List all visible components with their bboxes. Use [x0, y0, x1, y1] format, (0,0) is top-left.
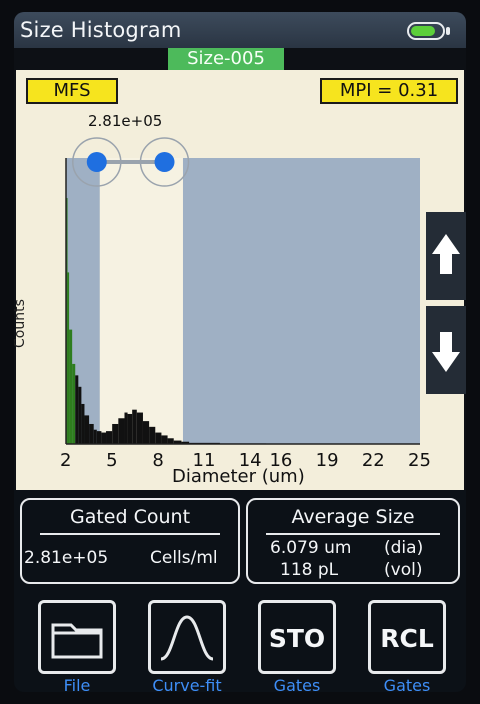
mpi-box[interactable]: MPI = 0.31 — [320, 78, 458, 104]
gate-left-ring — [72, 137, 122, 187]
histogram-bar — [106, 431, 113, 444]
curve-fit-caption: Curve-fit — [152, 676, 222, 692]
device-screen: Size Histogram Size-005 MFS MPI = 0.31 2… — [14, 12, 466, 692]
histogram-bar — [66, 198, 68, 444]
histogram-bar — [118, 418, 125, 444]
gated-count-title: Gated Count — [69, 506, 191, 528]
histogram-bar — [96, 431, 102, 444]
file-caption: File — [63, 676, 91, 692]
scroll-down-button[interactable] — [426, 306, 466, 394]
battery-icon — [407, 22, 450, 40]
gate-handles[interactable] — [72, 137, 190, 187]
sto-label: STO — [268, 624, 326, 653]
curve-fit-button[interactable] — [148, 600, 226, 674]
histogram-bar — [89, 423, 94, 444]
bottom-panel: Gated Count 2.81e+05 Cells/ml Average Si… — [14, 490, 466, 692]
gate-right-region — [182, 158, 420, 444]
x-tick-label: 16 — [269, 450, 293, 471]
average-dia-value: 6.079 um — [270, 538, 352, 558]
folder-icon — [51, 623, 103, 659]
x-tick-label: 14 — [238, 450, 262, 471]
histogram-bar — [67, 272, 70, 444]
gated-count-value: 2.81e+05 — [24, 548, 109, 568]
histogram-bar — [161, 435, 168, 444]
rcl-label: RCL — [380, 624, 434, 653]
gated-count-unit: Cells/ml — [150, 548, 218, 568]
histogram-bar — [101, 432, 107, 444]
up-arrow-icon — [432, 234, 460, 274]
x-tick-label: 2 — [60, 450, 72, 471]
histogram-bar — [132, 409, 137, 444]
store-gates-button[interactable]: STO — [258, 600, 336, 674]
average-dia-tag: (dia) — [384, 538, 424, 558]
x-tick-label: 11 — [192, 450, 216, 471]
histogram-bar — [69, 329, 73, 444]
gate-background — [66, 158, 420, 444]
gate-left-handle — [86, 152, 107, 172]
file-button[interactable] — [38, 600, 116, 674]
mfs-box[interactable]: MFS — [26, 78, 118, 104]
chart-axes — [65, 158, 420, 445]
page-title: Size Histogram — [20, 18, 182, 42]
gate-inside-region — [99, 158, 183, 444]
average-vol-tag: (vol) — [384, 560, 423, 580]
histogram-bar — [84, 415, 90, 444]
down-arrow-icon — [432, 332, 460, 372]
curve-icon — [160, 615, 214, 661]
histogram-bar — [112, 423, 119, 444]
title-bar: Size Histogram — [14, 12, 466, 48]
x-tick-label: 22 — [361, 450, 385, 471]
histogram-bar — [173, 440, 182, 444]
histogram-bar — [72, 363, 76, 444]
histogram-bar — [149, 426, 156, 444]
x-tick-label: 25 — [408, 450, 431, 471]
gate-right-handle — [154, 152, 175, 172]
histogram-bar — [167, 438, 174, 444]
sto-gates-caption: Gates — [273, 676, 321, 692]
y-axis-label: Counts — [14, 299, 28, 348]
battery-tip — [446, 27, 450, 35]
histogram-bar — [75, 375, 79, 444]
histogram-bar — [93, 429, 97, 444]
gate-right-ring — [139, 137, 190, 187]
histogram-bar — [78, 386, 82, 444]
histogram-bar — [127, 413, 133, 444]
gated-divider — [40, 533, 220, 535]
histogram-bar — [142, 421, 150, 444]
average-size-panel: Average Size 6.079 um (dia) 118 pL (vol) — [246, 498, 460, 584]
histogram-chart[interactable] — [16, 70, 464, 490]
x-tick-label: 8 — [152, 450, 164, 471]
histogram-panel: MFS MPI = 0.31 2.81e+05 Counts 2 5 8 11 14 16… — [14, 70, 466, 490]
rcl-gates-caption: Gates — [383, 676, 431, 692]
x-tick-label: 5 — [106, 450, 118, 471]
gate-value-label: 2.81e+05 — [88, 112, 163, 130]
sample-tag[interactable]: Size-005 — [168, 48, 284, 70]
average-vol-value: 118 pL — [280, 560, 339, 580]
gated-count-panel: Gated Count 2.81e+05 Cells/ml — [20, 498, 240, 584]
average-size-title: Average Size — [291, 506, 415, 528]
average-divider — [266, 533, 440, 535]
histogram-bar — [124, 412, 128, 444]
x-tick-label: 19 — [315, 450, 339, 471]
scroll-up-button[interactable] — [426, 212, 466, 300]
recall-gates-button[interactable]: RCL — [368, 600, 446, 674]
histogram-bar — [155, 432, 162, 444]
histogram-bar — [81, 403, 85, 444]
x-axis-label: Diameter (um) — [172, 466, 305, 487]
histogram-bar — [181, 441, 190, 444]
battery-level — [411, 26, 435, 36]
histogram-bar — [136, 412, 143, 444]
